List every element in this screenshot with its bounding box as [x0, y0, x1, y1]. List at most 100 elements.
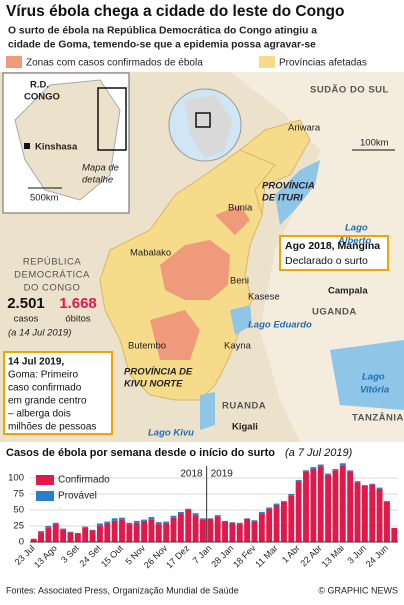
- bar: [200, 519, 206, 542]
- bar: [185, 508, 192, 510]
- place-label: Beni: [230, 276, 249, 287]
- bar: [332, 470, 339, 542]
- bar: [82, 526, 89, 528]
- stat-label: óbitos: [65, 314, 91, 325]
- bar: [45, 527, 52, 542]
- inset-label: Kinshasa: [35, 142, 78, 153]
- bar: [295, 479, 302, 482]
- bar: [170, 517, 177, 542]
- bar: [133, 522, 140, 542]
- bar: [185, 510, 192, 542]
- country-label: DEMOCRÁTICA: [14, 270, 90, 281]
- x-tick-label: 24 Jun: [364, 543, 390, 569]
- bar: [222, 521, 228, 542]
- sources: Fontes: Associated Press, Organização Mu…: [6, 585, 239, 595]
- map: [0, 72, 404, 442]
- bar: [236, 524, 243, 542]
- bar: [207, 518, 214, 519]
- bar: [325, 473, 332, 475]
- y-tick-label: 0: [19, 537, 24, 548]
- bar: [303, 470, 309, 472]
- bar: [280, 501, 287, 542]
- y-tick-label: 100: [8, 473, 24, 484]
- bar: [361, 485, 368, 486]
- bar: [266, 507, 273, 509]
- bar: [280, 501, 287, 502]
- x-tick-label: 13 Ago: [32, 543, 59, 570]
- inset-frame: [97, 87, 127, 151]
- bar: [67, 532, 74, 542]
- bar: [74, 533, 81, 542]
- bar: [361, 485, 368, 542]
- bar: [236, 522, 243, 525]
- bar: [258, 511, 265, 514]
- affected-provinces: [239, 119, 311, 216]
- lake-label: Lago Kivu: [148, 428, 194, 439]
- bar: [60, 529, 67, 542]
- y-tick-label: 50: [13, 505, 24, 516]
- map-labels: R.D. CONGO Kinshasa Mapa de detalhe 500k…: [7, 80, 403, 439]
- subtitle: cidade de Goma, temendo-se que a epidemi…: [8, 40, 316, 51]
- callout: [3, 351, 113, 435]
- bar: [111, 518, 118, 521]
- bar: [170, 515, 177, 518]
- bar: [96, 523, 103, 526]
- bar: [30, 538, 37, 542]
- x-tick-label: 22 Abr: [298, 543, 323, 568]
- bar: [347, 470, 354, 472]
- inset-label: CONGO: [24, 92, 60, 103]
- bar: [82, 527, 89, 542]
- year-label: 2018: [180, 469, 203, 480]
- lake-label: Alberto: [337, 236, 371, 247]
- country-label: UGANDA: [312, 307, 357, 318]
- y-tick-label: 25: [13, 521, 24, 532]
- bar: [141, 519, 148, 521]
- bar: [148, 517, 155, 520]
- stat-value: 1.668: [59, 295, 97, 312]
- x-tick-label: 15 Out: [99, 543, 126, 570]
- bar: [273, 503, 280, 505]
- place-label: Bunia: [228, 203, 253, 214]
- bar: [111, 520, 118, 542]
- callout-text: Goma: Primeiro: [8, 370, 78, 381]
- callout-text: caso confirmado: [8, 383, 82, 394]
- bar: [251, 520, 258, 522]
- bar: [155, 522, 162, 525]
- confirmed-zone: [160, 240, 230, 300]
- bar: [310, 469, 317, 542]
- bar: [177, 511, 184, 514]
- bar: [38, 532, 44, 542]
- x-tick-label: 26 Nov: [142, 543, 170, 571]
- x-tick-label: 24 Set: [78, 543, 104, 569]
- bar: [89, 530, 96, 542]
- callout-title: Ago 2018, Mangina: [285, 240, 380, 252]
- capital-marker: [24, 143, 30, 149]
- bar: [303, 471, 309, 542]
- place-label: Kayna: [224, 341, 252, 352]
- bar: [317, 464, 324, 467]
- bar: [244, 518, 251, 519]
- lake-label: Lago: [345, 223, 368, 234]
- province-label: PROVÍNCIA: [262, 181, 315, 192]
- country-label: SUDÃO DO SUL: [310, 85, 389, 96]
- title: Vírus ébola chega a cidade do leste do C…: [6, 3, 345, 20]
- bar: [163, 521, 170, 523]
- callout: [279, 235, 389, 271]
- bar: [310, 467, 317, 470]
- bar: [104, 522, 111, 542]
- place-label: Kasese: [248, 292, 280, 303]
- country-label: RUANDA: [222, 401, 266, 412]
- bar: [222, 520, 228, 522]
- bar: [119, 517, 125, 520]
- x-tick-label: 18 Fev: [231, 543, 258, 570]
- bar: [384, 501, 390, 542]
- bar: [288, 495, 295, 542]
- bar: [332, 469, 339, 471]
- inset-country: [14, 79, 121, 201]
- callout-text: em grande centro: [8, 396, 87, 407]
- bar: [52, 524, 59, 542]
- callout-text: milhões de pessoas: [8, 422, 96, 433]
- bar: [295, 481, 302, 542]
